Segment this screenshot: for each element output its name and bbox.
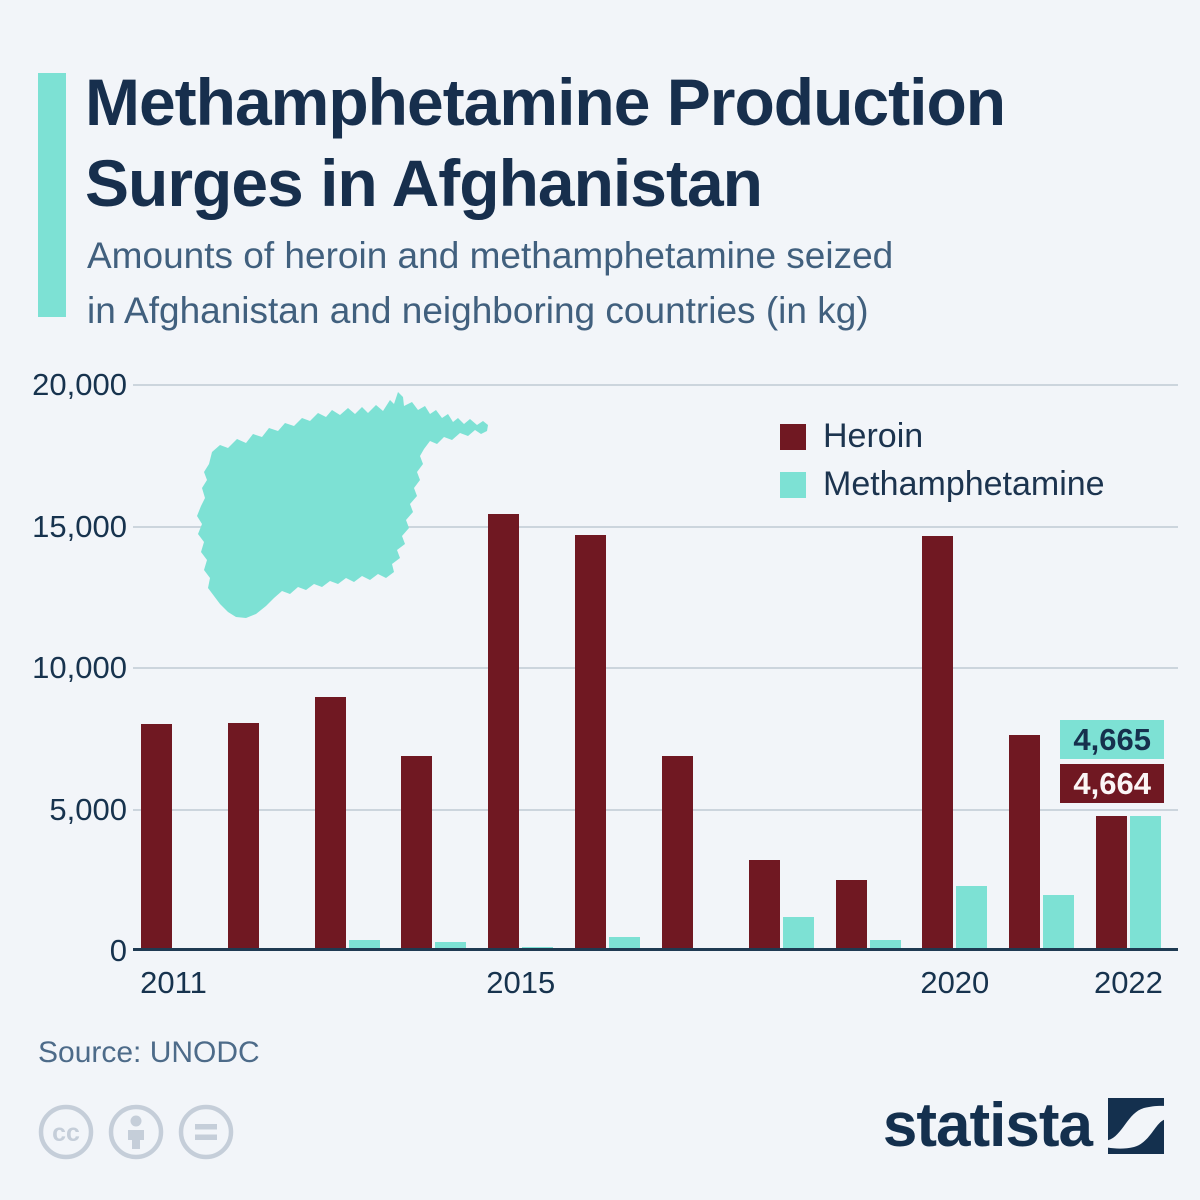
bar-group-2020: 2020 [920,536,989,1000]
bar-heroin-2012 [227,722,259,948]
y-tick-label-20000: 20,000 [32,367,127,402]
bar-heroin-2020 [922,536,954,948]
title-accent-bar [38,73,66,317]
x-tick-label-2011: 2011 [140,965,207,1000]
bar-methamphetamine-2019 [869,939,901,948]
attribution-icon [108,1104,164,1160]
no-derivatives-icon [178,1104,234,1160]
value-label-heroin-2022: 4,664 [1060,764,1164,803]
legend-label-methamphetamine: Methamphetamine [823,465,1105,503]
bar-methamphetamine-2022 [1129,816,1161,948]
subtitle-line-1: Amounts of heroin and methamphetamine se… [87,235,894,276]
y-tick-label-15000: 15,000 [32,508,127,544]
bar-heroin-2013 [314,697,346,948]
bar-methamphetamine-2016 [609,936,641,948]
license-icons: cc [38,1104,234,1160]
bar-group-2013 [314,697,380,948]
bar-groups: 2011 2015 2020 2022 [140,382,1163,1000]
legend-item-methamphetamine: Methamphetamine [780,465,1105,504]
heroin-swatch-icon [780,423,806,450]
methamphetamine-swatch-icon [780,471,806,498]
bar-methamphetamine-2021 [1043,894,1075,948]
bar-group-2017 [661,756,727,948]
y-tick-label-10000: 10,000 [32,650,127,685]
afghanistan-map [197,392,488,618]
bar-group-2021 [1009,734,1075,948]
subtitle-line-2: in Afghanistan and neighboring countries… [87,290,869,331]
cc-glyph: cc [52,1119,80,1147]
bar-group-2019 [835,880,901,948]
bar-methamphetamine-2018 [782,917,814,948]
bar-group-2016 [575,535,641,948]
bar-group-2018 [748,860,814,948]
bar-heroin-2015 [488,513,520,948]
bar-heroin-2011 [141,724,172,948]
gridline-10000 [133,667,1178,669]
title-line-1: Methamphetamine Production [85,65,1006,139]
bar-heroin-2017 [661,756,693,948]
bar-heroin-2022 [1095,816,1127,948]
bar-methamphetamine-2015 [522,946,554,948]
y-tick-label-0: 0 [109,933,127,968]
plot-area: 2011 2015 2020 2022 [133,382,1178,1000]
bar-methamphetamine-2013 [348,939,380,948]
title-line-2: Surges in Afghanistan [85,146,763,220]
chart-legend: Heroin Methamphetamine [780,417,1105,504]
statista-logo: statista [882,1091,1164,1160]
value-label-methamphetamine-2022: 4,665 [1060,720,1164,759]
bar-group-2014 [401,756,467,948]
bar-methamphetamine-2020 [956,885,988,948]
bar-methamphetamine-2014 [435,942,467,948]
legend-item-heroin: Heroin [780,417,1105,456]
chart-area: 2011 2015 2020 2022 20,000 15,000 10,000 5,000… [0,367,1200,1005]
bar-heroin-2019 [835,880,867,948]
bar-heroin-2014 [401,756,433,948]
page-subtitle: Amounts of heroin and methamphetamine se… [87,228,893,338]
bar-group-2012 [227,722,293,948]
page-title: Methamphetamine Production Surges in Afg… [85,62,1006,224]
statista-wordmark: statista [882,1091,1093,1160]
statista-logo-mark-icon [1108,1098,1164,1154]
gridline-20000 [133,384,1178,386]
gridline-5000 [133,808,1178,811]
y-tick-label-5000: 5,000 [49,791,127,827]
bar-group-2015: 2015 [486,513,555,1000]
bar-heroin-2021 [1009,734,1041,948]
afghanistan-shape [197,392,488,618]
bar-group-2011: 2011 [140,724,207,1000]
bar-heroin-2018 [748,860,780,948]
x-tick-label-2015: 2015 [486,965,556,1000]
legend-label-heroin: Heroin [823,417,924,455]
x-tick-label-2022: 2022 [1093,965,1163,1000]
x-tick-label-2020: 2020 [920,965,990,1000]
source-note: Source: UNODC [38,1036,260,1069]
bar-heroin-2016 [575,535,607,948]
gridline-15000 [133,525,1178,528]
bar-group-2022: 2022 [1094,816,1163,1000]
creative-commons-icon: cc [38,1104,94,1160]
